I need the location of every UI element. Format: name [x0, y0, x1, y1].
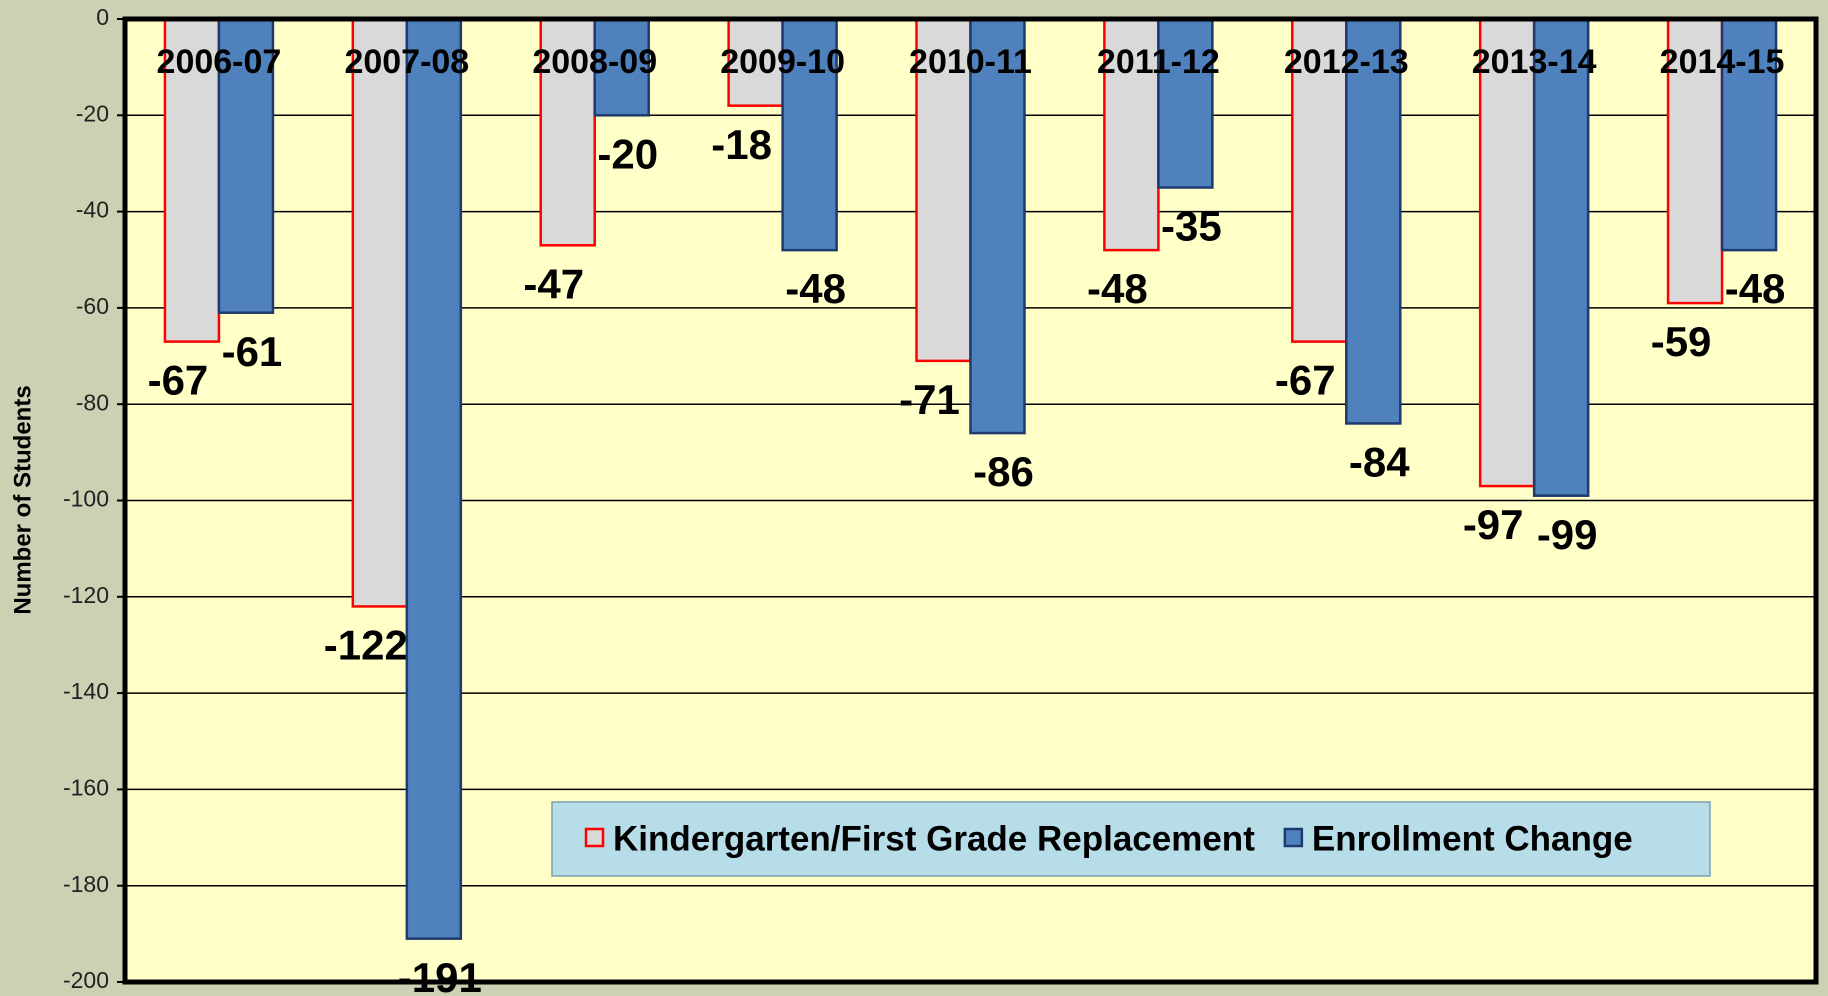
x-tick-label: 2013-14	[1472, 43, 1597, 81]
y-tick-label: -200	[63, 967, 109, 993]
data-label: -122	[324, 622, 408, 669]
bar	[1157, 17, 1214, 189]
x-tick-label: 2008-09	[532, 43, 657, 81]
data-label: -61	[222, 328, 283, 375]
y-tick-label: -20	[76, 100, 109, 126]
data-label: -59	[1651, 318, 1712, 365]
y-tick-label: -80	[76, 389, 109, 415]
bar	[1291, 17, 1348, 343]
data-label: -99	[1537, 511, 1598, 558]
data-label: -47	[523, 260, 584, 307]
data-label: -86	[973, 448, 1034, 495]
y-tick-label: 0	[96, 4, 109, 30]
bar	[593, 17, 650, 117]
legend-label: Enrollment Change	[1312, 819, 1633, 858]
bar	[969, 17, 1026, 435]
x-tick-label: 2009-10	[720, 43, 845, 81]
y-tick-label: -100	[63, 486, 109, 512]
data-label: -48	[1725, 265, 1786, 312]
y-tick-label: -180	[63, 871, 109, 897]
y-tick-label: -40	[76, 197, 109, 223]
bar	[217, 17, 275, 314]
data-label: -84	[1349, 439, 1410, 486]
legend-label: Kindergarten/First Grade Replacement	[613, 819, 1255, 858]
data-label: -67	[148, 357, 209, 404]
x-tick-label: 2007-08	[344, 43, 469, 81]
x-tick-label: 2011-12	[1097, 43, 1220, 81]
legend-box	[551, 801, 1711, 877]
x-tick-label: 2012-13	[1284, 43, 1409, 81]
data-label: -71	[899, 376, 960, 423]
data-label: -20	[597, 130, 658, 177]
y-tick-label: -160	[63, 774, 109, 800]
data-label: -48	[1087, 265, 1148, 312]
data-label: -67	[1275, 357, 1336, 404]
bar	[405, 17, 463, 940]
bar	[351, 17, 409, 608]
data-label: -48	[785, 265, 846, 312]
y-tick-label: -120	[63, 582, 109, 608]
bar	[1720, 17, 1778, 252]
y-axis-label: Number of Students	[9, 385, 36, 614]
y-tick-label: -140	[63, 678, 109, 704]
data-label: -191	[398, 954, 482, 996]
bar	[1478, 17, 1536, 488]
data-label: -18	[711, 121, 772, 168]
legend-swatch	[1283, 827, 1304, 848]
data-label: -35	[1161, 203, 1222, 250]
bar	[539, 17, 596, 247]
y-tick-label: -60	[76, 293, 109, 319]
bar	[1532, 17, 1590, 497]
bar	[1345, 17, 1402, 425]
bar	[1666, 17, 1724, 305]
data-label: -97	[1463, 501, 1524, 548]
bar	[1103, 17, 1160, 252]
x-tick-label: 2010-11	[909, 43, 1032, 81]
bar	[915, 17, 972, 363]
x-tick-label: 2006-07	[157, 43, 282, 81]
x-tick-label: 2014-15	[1660, 43, 1785, 81]
legend-swatch	[584, 827, 605, 848]
plot-border	[122, 16, 1819, 985]
